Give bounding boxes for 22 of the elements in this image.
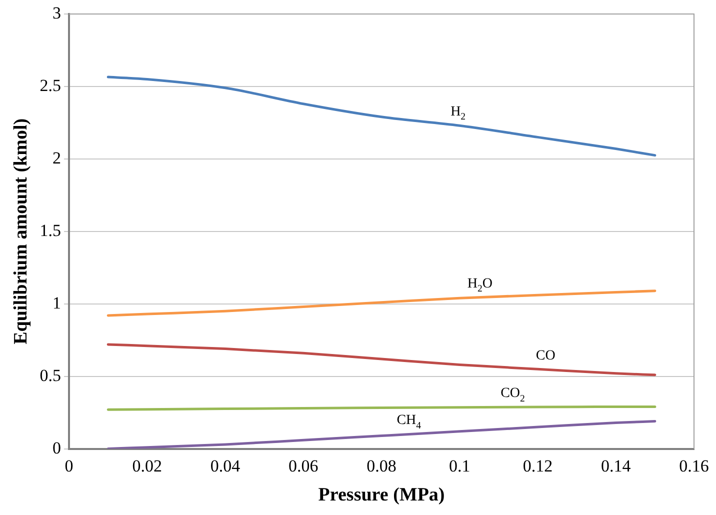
x-tick-label: 0.14 bbox=[601, 456, 632, 476]
line-series bbox=[106, 343, 656, 376]
y-axis-title: Equilibrium amount (kmol) bbox=[10, 118, 32, 344]
x-tick-label: 0 bbox=[64, 456, 74, 476]
y-tick-label: 1 bbox=[52, 293, 62, 312]
y-tick-label: 0.5 bbox=[40, 366, 62, 385]
x-tick-label: 0.1 bbox=[449, 456, 470, 476]
x-tick-label: 0.02 bbox=[132, 456, 162, 476]
x-tick-label: 0.04 bbox=[210, 456, 241, 476]
line-series bbox=[106, 76, 656, 157]
x-tick-label: 0.06 bbox=[288, 456, 318, 476]
y-tick-label: 0 bbox=[52, 438, 62, 458]
y-tick-label: 2.5 bbox=[40, 76, 62, 95]
y-tick-label: 1.5 bbox=[40, 220, 62, 240]
x-tick-label: 0.08 bbox=[366, 456, 396, 476]
line-series bbox=[106, 290, 656, 317]
x-axis-title: Pressure (MPa) bbox=[318, 484, 445, 506]
series-label: CO bbox=[536, 348, 556, 364]
x-tick-label: 0.12 bbox=[522, 456, 553, 476]
y-tick-label: 3 bbox=[52, 3, 62, 22]
x-tick-label: 0.16 bbox=[679, 456, 709, 476]
y-tick-label: 2 bbox=[52, 148, 62, 168]
